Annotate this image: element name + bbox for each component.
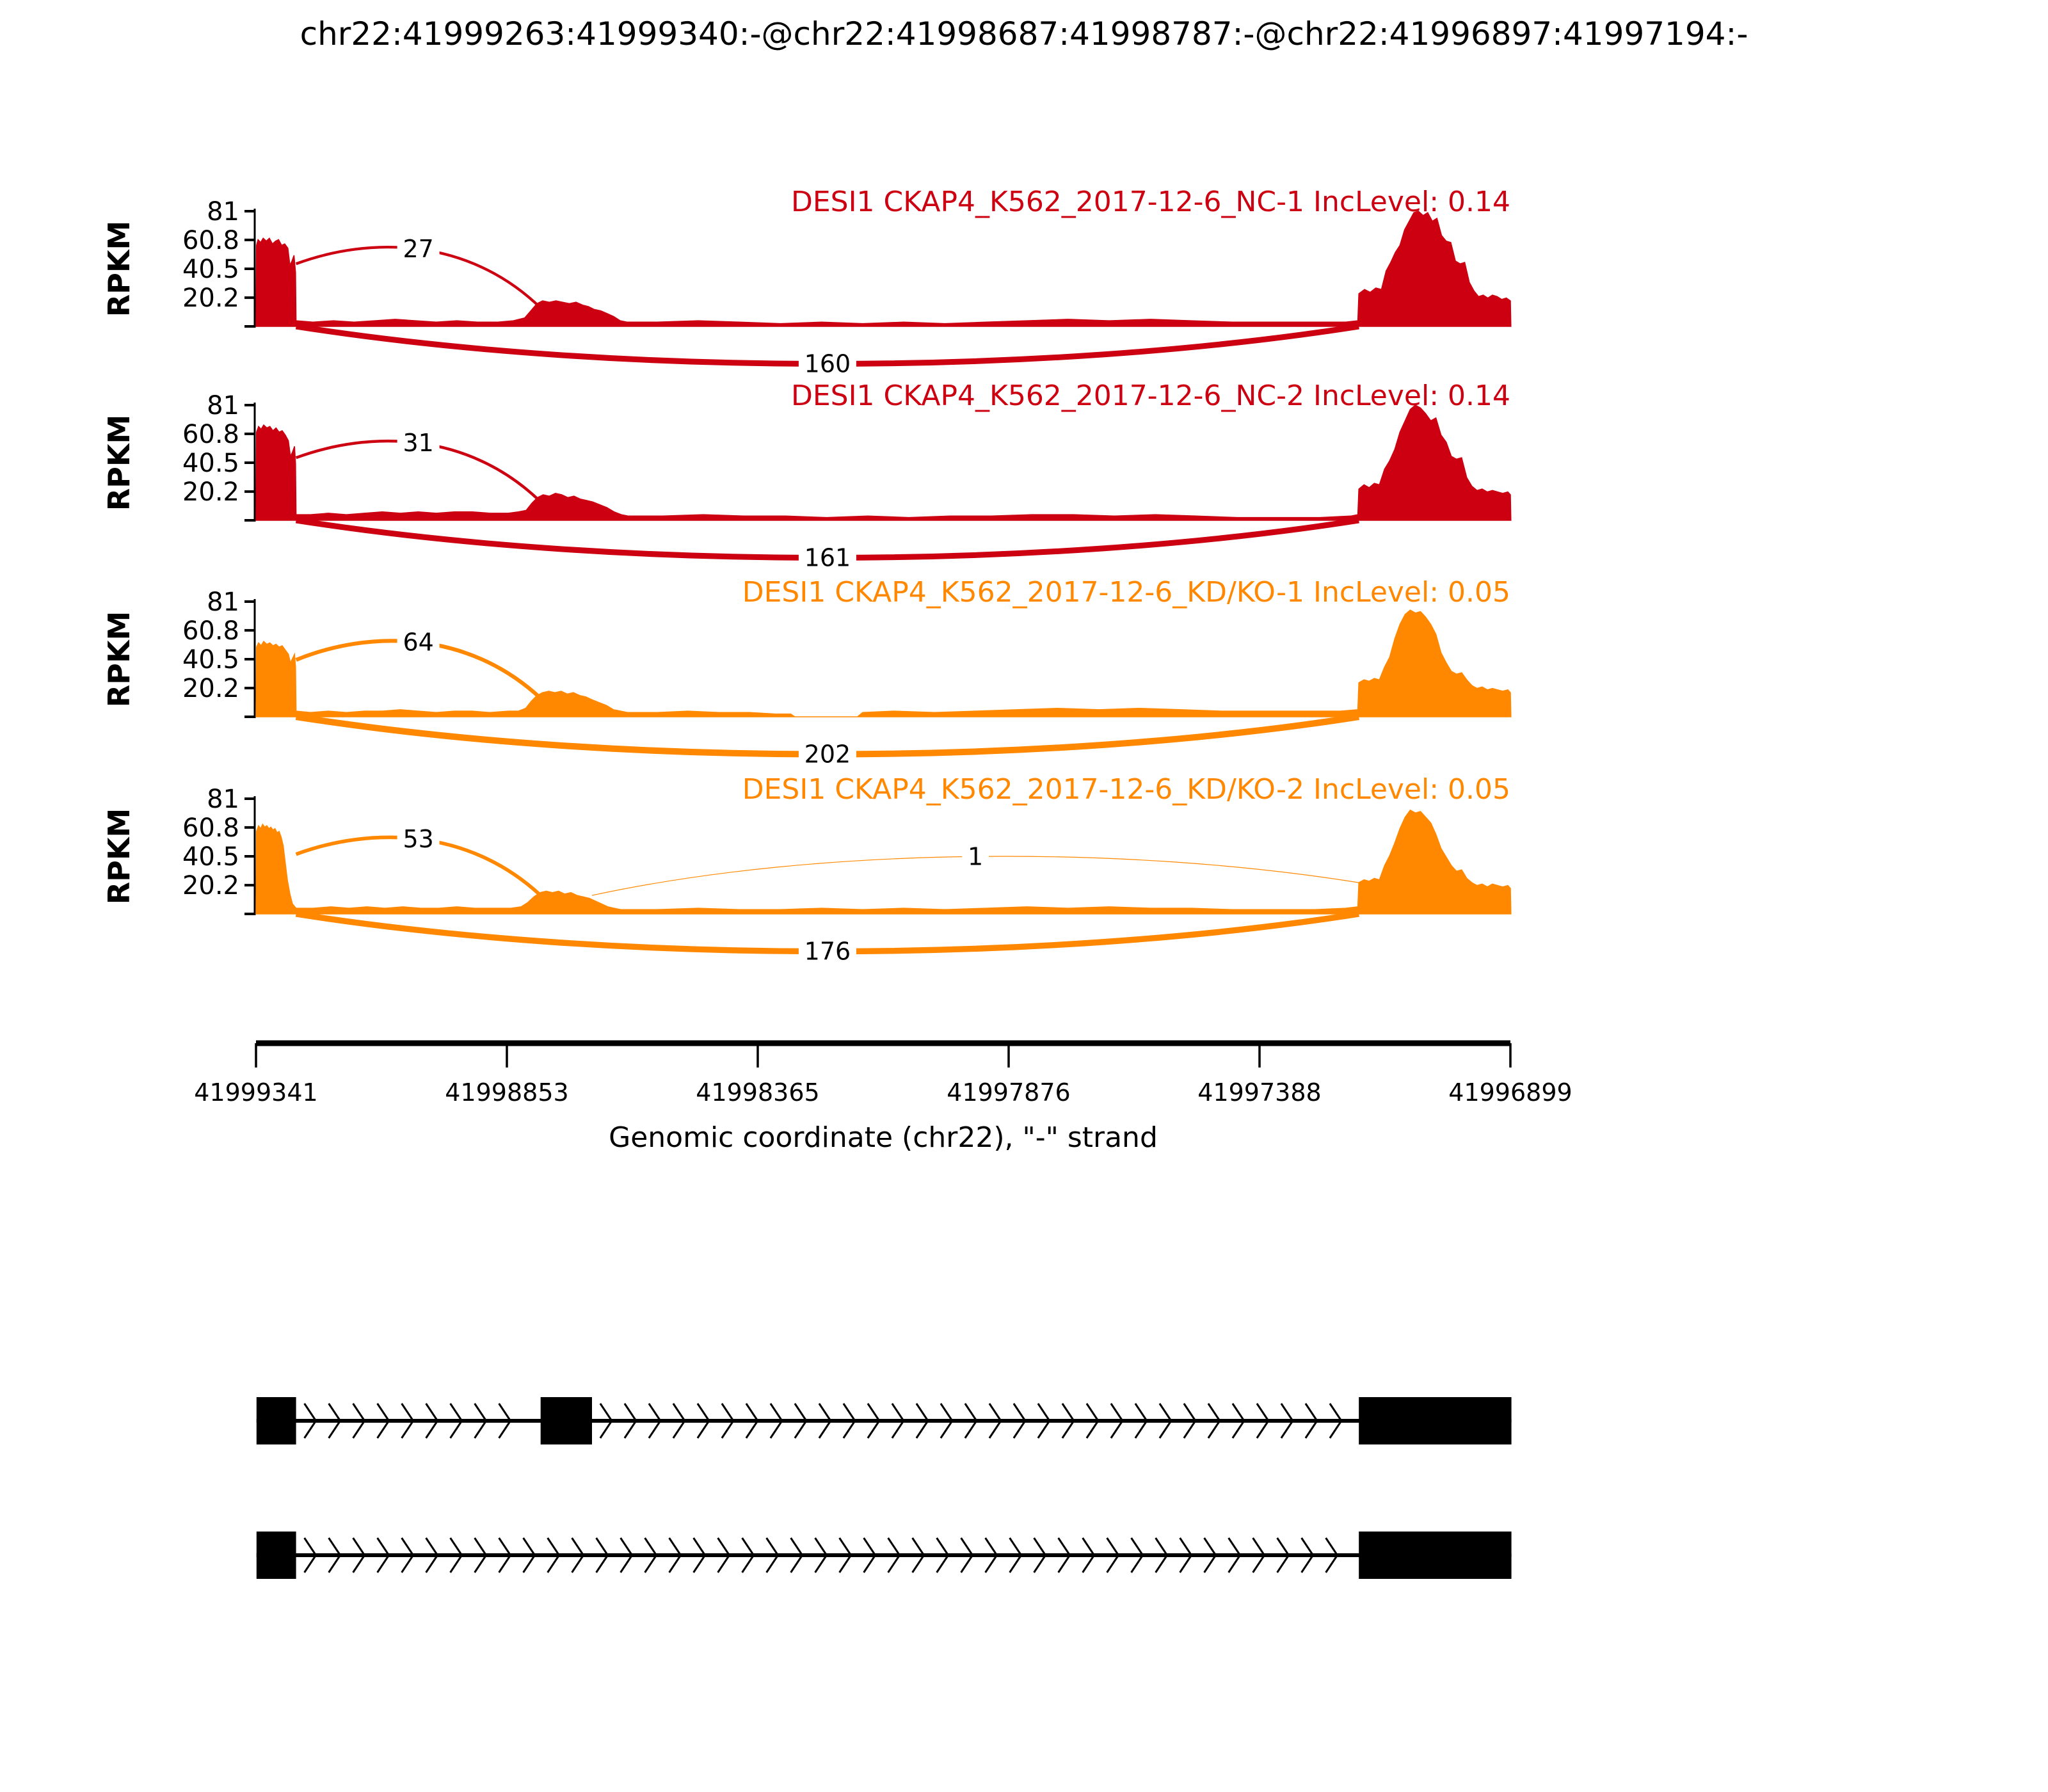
- junction-count-bg: [798, 740, 856, 768]
- transcript-diagram: [256, 1397, 1512, 1579]
- sashimi-track-1: DESI1 CKAP4_K562_2017-12-6_NC-1 IncLevel…: [102, 186, 1512, 378]
- y-tick-label: 20.2: [182, 871, 239, 900]
- transcript-row: [256, 1397, 1512, 1444]
- sashimi-track-4: DESI1 CKAP4_K562_2017-12-6_KD/KO-2 IncLe…: [102, 773, 1512, 966]
- junction-count-label: 161: [804, 544, 851, 572]
- junction-count-label: 27: [403, 235, 433, 263]
- y-tick-label: 60.8: [182, 616, 239, 646]
- x-tick-label: 41996899: [1448, 1078, 1572, 1107]
- y-axis-title: RPKM: [102, 611, 136, 708]
- track-title: DESI1 CKAP4_K562_2017-12-6_NC-2 IncLevel…: [791, 380, 1510, 412]
- track-title: DESI1 CKAP4_K562_2017-12-6_KD/KO-2 IncLe…: [742, 773, 1510, 806]
- y-tick-label: 20.2: [182, 674, 239, 703]
- coverage-area: [255, 404, 1512, 521]
- y-tick-label: 81: [207, 197, 239, 227]
- junction-count-bg: [798, 544, 856, 572]
- y-axis-title: RPKM: [102, 415, 136, 511]
- x-axis-title: Genomic coordinate (chr22), "-" strand: [609, 1121, 1158, 1154]
- junction-count-label: 64: [403, 628, 433, 657]
- y-tick-label: 40.5: [182, 255, 239, 284]
- sashimi-track-2: DESI1 CKAP4_K562_2017-12-6_NC-2 IncLevel…: [102, 380, 1512, 572]
- junction-count-bg: [397, 826, 440, 853]
- x-tick-label: 41998365: [696, 1078, 819, 1107]
- sashimi-track-3: DESI1 CKAP4_K562_2017-12-6_KD/KO-1 IncLe…: [102, 576, 1512, 769]
- coverage-area: [255, 609, 1512, 717]
- strand-arrow-chevrons: [303, 1403, 512, 1439]
- coverage-area: [255, 809, 1512, 915]
- junction-count-label: 176: [804, 938, 851, 966]
- x-tick-label: 41998853: [445, 1078, 568, 1107]
- y-tick-label: 60.8: [182, 813, 239, 843]
- figure-title: chr22:41999263:41999340:-@chr22:41998687…: [300, 15, 1748, 52]
- y-axis-title: RPKM: [102, 221, 136, 317]
- junction-count-label: 160: [804, 350, 851, 378]
- track-title: DESI1 CKAP4_K562_2017-12-6_NC-1 IncLevel…: [791, 186, 1510, 218]
- strand-arrow-chevrons: [303, 1537, 1339, 1573]
- junction-count-bg: [397, 628, 440, 656]
- junction-count-bg: [397, 236, 440, 263]
- y-tick-label: 20.2: [182, 284, 239, 313]
- transcript-row: [256, 1532, 1512, 1579]
- junction-count-bg: [798, 350, 856, 378]
- track-title: DESI1 CKAP4_K562_2017-12-6_KD/KO-1 IncLe…: [742, 576, 1510, 609]
- coverage-area: [255, 211, 1512, 327]
- exon-box: [256, 1397, 296, 1444]
- exon-box: [1359, 1532, 1512, 1579]
- y-tick-label: 81: [207, 588, 239, 617]
- x-tick-label: 41997876: [947, 1078, 1070, 1107]
- y-axis-title: RPKM: [102, 808, 136, 905]
- strand-arrow-chevrons: [599, 1403, 1343, 1439]
- y-tick-label: 60.8: [182, 226, 239, 255]
- y-tick-label: 40.5: [182, 645, 239, 675]
- junction-count-label: 53: [403, 825, 433, 853]
- junction-count-label: 202: [804, 740, 851, 769]
- x-tick-label: 41999341: [194, 1078, 317, 1107]
- exon-box: [540, 1397, 592, 1444]
- y-tick-label: 40.5: [182, 842, 239, 872]
- y-tick-label: 20.2: [182, 477, 239, 507]
- x-axis: 41999341 41998853 41998365 41997876 41997388…: [194, 1040, 1572, 1154]
- y-tick-label: 81: [207, 785, 239, 814]
- exon-box: [256, 1532, 296, 1579]
- exon-box: [1359, 1397, 1512, 1444]
- junction-count-bg: [798, 938, 856, 965]
- y-tick-label: 60.8: [182, 420, 239, 449]
- junction-count-bg: [397, 429, 440, 457]
- y-tick-label: 81: [207, 391, 239, 420]
- y-tick-label: 40.5: [182, 449, 239, 478]
- junction-count-bg: [962, 843, 989, 870]
- x-tick-label: 41997388: [1197, 1078, 1321, 1107]
- junction-count-label: 31: [403, 429, 433, 457]
- junction-count-label: 1: [968, 842, 983, 870]
